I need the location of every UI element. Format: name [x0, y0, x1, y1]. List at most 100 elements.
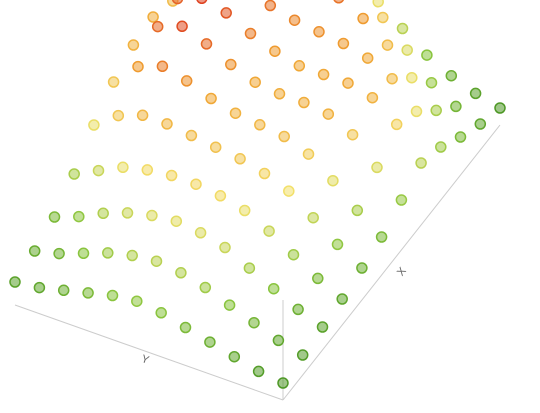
point [179, 321, 192, 334]
point [317, 68, 330, 81]
point [185, 129, 198, 142]
point [9, 276, 21, 288]
point [296, 349, 309, 361]
point [175, 267, 187, 279]
point [136, 109, 149, 122]
point [220, 7, 232, 19]
point [292, 303, 304, 316]
point [401, 44, 413, 56]
point [273, 88, 286, 100]
point [263, 225, 275, 237]
point [150, 255, 163, 267]
point [249, 76, 261, 88]
point [252, 365, 265, 378]
point [131, 295, 143, 307]
point [287, 248, 300, 261]
point [141, 164, 154, 176]
point [223, 299, 236, 311]
point [307, 211, 319, 224]
point [371, 161, 383, 174]
point [474, 118, 487, 130]
point [127, 39, 140, 51]
point [228, 350, 241, 363]
point [264, 0, 277, 12]
point [117, 161, 129, 174]
point [333, 0, 345, 4]
point [92, 164, 105, 177]
point [57, 284, 70, 297]
point [106, 289, 119, 302]
point [410, 105, 423, 118]
point [450, 100, 462, 113]
point [194, 227, 207, 239]
point [229, 107, 242, 119]
point [82, 287, 94, 299]
point [395, 194, 408, 206]
point [278, 130, 290, 143]
point [132, 60, 144, 73]
point [147, 11, 159, 23]
point [180, 75, 193, 87]
floor-edge [14, 304, 284, 401]
point [494, 102, 506, 114]
point [102, 247, 114, 259]
point [454, 131, 467, 143]
point [204, 336, 216, 348]
point [342, 77, 354, 89]
point [322, 108, 335, 120]
point [199, 281, 212, 294]
point [372, 0, 384, 8]
point [176, 20, 188, 33]
point [53, 247, 65, 260]
x-axis-label: X [395, 265, 409, 279]
point [435, 141, 447, 153]
point [337, 37, 350, 50]
point [219, 241, 231, 254]
point [267, 282, 280, 295]
point [146, 209, 158, 222]
point [209, 141, 222, 153]
point [225, 58, 237, 71]
point [415, 157, 427, 169]
point [155, 307, 167, 319]
point [302, 148, 315, 160]
point [366, 91, 379, 104]
point [244, 27, 257, 40]
point [97, 207, 109, 220]
point [238, 204, 251, 217]
point [258, 167, 271, 180]
point [243, 262, 256, 274]
point [156, 60, 169, 73]
point [77, 247, 90, 260]
point [327, 174, 339, 187]
point [151, 20, 164, 33]
point [171, 0, 184, 5]
point [200, 38, 213, 50]
point [375, 231, 388, 243]
point [288, 14, 301, 26]
point [48, 211, 61, 223]
point [283, 185, 295, 197]
point [170, 215, 183, 227]
point [254, 119, 266, 131]
point [351, 204, 364, 217]
point [313, 26, 325, 38]
point [205, 92, 217, 105]
point [121, 207, 134, 219]
point [316, 321, 329, 333]
point [361, 52, 374, 64]
point [196, 0, 208, 5]
point [430, 104, 442, 117]
point [396, 22, 409, 35]
point [28, 245, 41, 257]
point [377, 11, 389, 24]
point [357, 12, 369, 25]
point [445, 69, 458, 82]
point [214, 190, 227, 202]
point [421, 49, 433, 61]
point [107, 76, 120, 88]
point [269, 45, 281, 57]
point [381, 39, 394, 51]
y-axis-label: Y [140, 353, 151, 367]
